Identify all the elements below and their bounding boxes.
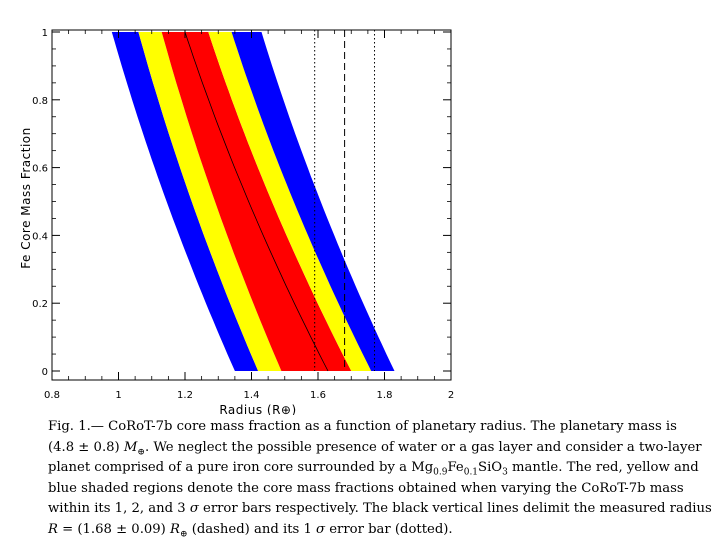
y-tick-label: 0.2 (32, 299, 48, 310)
y-tick-label: 0.6 (32, 164, 48, 175)
x-tick-label: 1 (115, 390, 121, 401)
figure-chart: 0.8 1 1.2 1.4 1.6 1.8 2 0 0.2 0.4 0.6 0.8 1 Radius … (19, 28, 454, 415)
x-ticks: 0.8 1 1.2 1.4 1.6 1.8 2 (44, 30, 454, 401)
central-mass-curve (184, 31, 329, 372)
band-1sigma (161, 32, 352, 371)
band-2sigma-left (138, 32, 282, 371)
x-axis-label: Radius (R⊕) (219, 403, 296, 415)
caption-line-4: blue shaded regions denote the core mass… (48, 480, 684, 496)
x-tick-label: 1.6 (310, 390, 326, 401)
y-tick-label: 1 (42, 28, 48, 39)
y-tick-label: 0.8 (32, 96, 48, 107)
y-tick-label: 0.4 (32, 231, 48, 242)
y-tick-label: 0 (42, 367, 48, 378)
boundary-curves (184, 31, 329, 372)
caption-line-5: within its 1, 2, and 3 σ error bars resp… (48, 501, 712, 517)
x-tick-label: 1.8 (377, 390, 393, 401)
band-3sigma-right (231, 32, 395, 371)
x-tick-label: 2 (448, 390, 454, 401)
band-3sigma-left (111, 32, 259, 371)
band-2sigma-right (208, 32, 372, 371)
x-tick-label: 1.4 (244, 390, 260, 401)
radius-lines (314, 30, 376, 371)
x-tick-label: 1.2 (177, 390, 193, 401)
x-tick-label: 0.8 (44, 390, 60, 401)
mass-fraction-bands (111, 32, 395, 371)
caption-line-6: R = (1.68 ± 0.09) R⊕ (dashed) and its 1 … (48, 521, 453, 540)
figure-caption: Fig. 1.— CoRoT-7b core mass fraction as … (48, 417, 712, 541)
y-axis-label: Fe Core Mass Fraction (19, 127, 33, 268)
y-ticks: 0 0.2 0.4 0.6 0.8 1 (32, 28, 451, 378)
caption-line-1: Fig. 1.— CoRoT-7b core mass fraction as … (48, 419, 677, 434)
caption-line-2: (4.8 ± 0.8) M⊕. We neglect the possible … (48, 439, 702, 458)
caption-line-3: planet comprised of a pure iron core sur… (48, 460, 699, 478)
